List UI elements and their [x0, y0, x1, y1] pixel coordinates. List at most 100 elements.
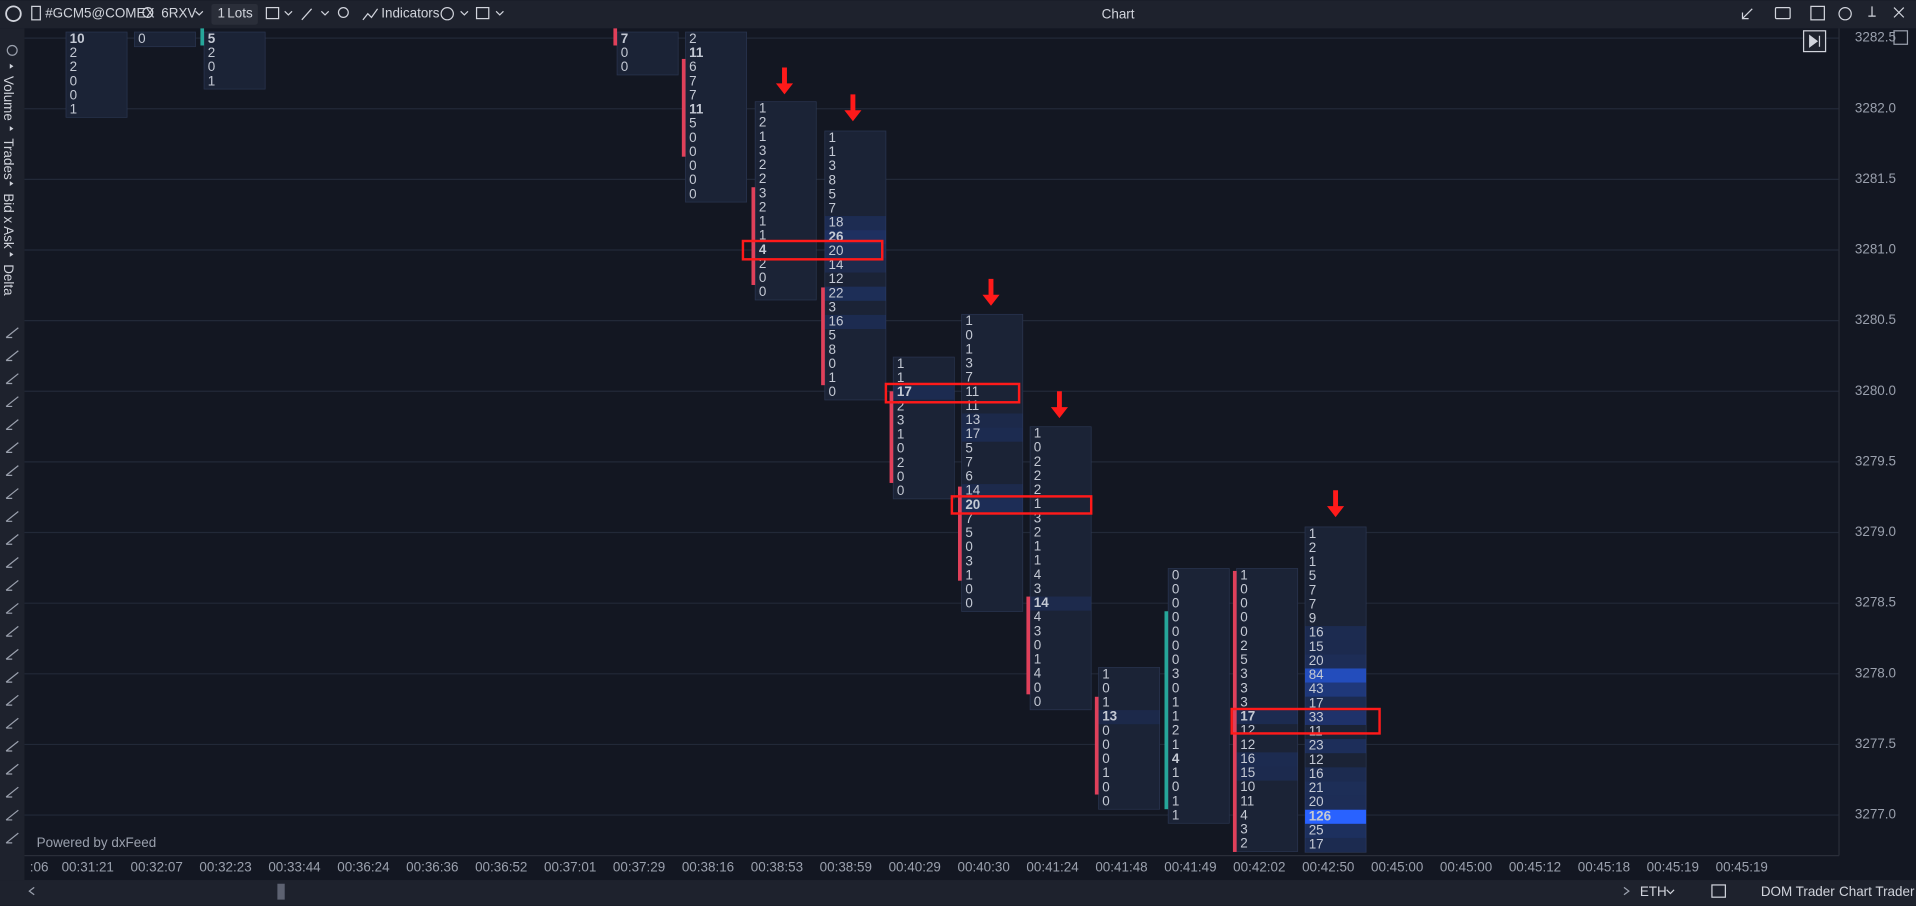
chart-type-icon[interactable] [265, 6, 280, 20]
layout-icon[interactable] [475, 6, 490, 20]
account[interactable]: 6RXV [161, 5, 196, 20]
sidebar-tab[interactable]: Delta [1, 264, 16, 296]
drawing-tool[interactable] [5, 556, 19, 568]
screenshot-icon[interactable] [1774, 6, 1791, 20]
settings-tool[interactable] [6, 44, 18, 56]
column-body [824, 130, 887, 401]
drawing-tool[interactable] [5, 809, 19, 821]
volume-cell: 1 [759, 101, 766, 116]
arrow [775, 67, 794, 95]
add-icon[interactable] [440, 6, 454, 21]
footprint-column: 700 [613, 28, 679, 76]
indicators-icon[interactable] [362, 8, 379, 21]
volume-cell: 7 [689, 87, 696, 102]
volume-cell: 1 [1172, 765, 1179, 780]
drawing-tool[interactable] [5, 350, 19, 362]
time-label: 00:41:24 [1026, 859, 1079, 874]
indicators[interactable]: Indicators [381, 5, 440, 20]
volume-cell: 1 [1240, 567, 1247, 582]
time-axis: :06 00:31:21 00:32:07 00:32:23 00:33:44 00:36… [30, 859, 1768, 874]
drawing-tool[interactable] [5, 488, 19, 499]
drawing-tool[interactable] [5, 625, 19, 637]
drawing-tool[interactable] [5, 511, 19, 522]
volume-shade [1305, 809, 1367, 824]
drawing-tool[interactable] [5, 694, 19, 706]
session[interactable]: ETH [1640, 884, 1667, 899]
sidebar-tab[interactable]: Bid x Ask [1, 193, 16, 249]
volume-cell: 1 [1172, 737, 1179, 752]
volume-shade [961, 484, 1023, 499]
volume-cell: 17 [1309, 695, 1324, 710]
tab-arrow[interactable] [9, 126, 14, 132]
scroll-right[interactable] [1623, 886, 1630, 896]
sidebar-tab[interactable]: Trades [1, 138, 16, 180]
volume-cell: 1 [897, 370, 904, 385]
drawing-tool[interactable] [5, 396, 19, 408]
dropdown-icon[interactable] [284, 10, 293, 16]
volume-cell: 0 [1034, 680, 1041, 695]
draw-icon[interactable] [301, 8, 313, 21]
drawing-tool[interactable] [5, 419, 19, 431]
axis-settings-icon[interactable] [1893, 30, 1909, 45]
volume-cell: 3 [897, 412, 904, 427]
volume-cell: 0 [965, 582, 972, 597]
column-body [616, 31, 679, 76]
volume-cell: 13 [965, 412, 980, 427]
volume-cell: 3 [1034, 581, 1041, 596]
quantity-box[interactable] [211, 3, 258, 25]
chart-trader-button[interactable]: Chart Trader [1839, 884, 1915, 899]
volume-cell: 3 [1034, 623, 1041, 638]
dom-trader-button[interactable]: DOM Trader [1761, 884, 1835, 899]
drawing-tool[interactable] [5, 786, 19, 798]
drawing-tool[interactable] [5, 717, 19, 729]
pin-icon[interactable] [1868, 6, 1876, 17]
volume-cell: 3 [1240, 666, 1247, 681]
dropdown-icon[interactable] [320, 10, 330, 16]
drawing-tool[interactable] [5, 602, 19, 614]
volume-cell: 1 [759, 214, 766, 229]
volume-cell: 1 [1172, 807, 1179, 822]
fullscreen-icon[interactable] [1810, 5, 1825, 21]
drawing-tool[interactable] [5, 442, 19, 453]
drawing-tool[interactable] [5, 465, 19, 476]
zoom-icon[interactable] [337, 6, 349, 18]
volume-cell: 15 [1309, 639, 1324, 654]
drawing-tool[interactable] [5, 671, 19, 683]
scroll-left[interactable] [28, 886, 35, 896]
volume-cell: 2 [70, 45, 77, 60]
dropdown-icon[interactable] [460, 10, 469, 16]
close-icon[interactable] [1893, 7, 1905, 18]
search-icon[interactable] [142, 6, 154, 18]
volume-cell: 3 [1240, 680, 1247, 695]
volume-cell: 1 [208, 73, 215, 88]
tab-arrow[interactable] [9, 63, 14, 69]
drawing-tool[interactable] [5, 579, 19, 591]
tab-arrow[interactable] [9, 251, 14, 257]
scroll-thumb[interactable] [277, 883, 285, 900]
drawing-tool[interactable] [5, 373, 19, 385]
volume-cell: 0 [1240, 596, 1247, 611]
scroll-to-end-icon[interactable] [1809, 34, 1821, 48]
price-label: 3279.5 [1855, 453, 1896, 468]
calendar-icon[interactable] [1711, 884, 1726, 898]
volume-cell: 11 [965, 384, 979, 399]
sync-icon[interactable] [1741, 8, 1753, 20]
dropdown-icon[interactable] [195, 10, 204, 16]
toolbar [0, 0, 1916, 29]
settings-icon[interactable] [1838, 6, 1852, 21]
drawing-tool[interactable] [5, 327, 19, 339]
drawing-tool[interactable] [5, 763, 19, 775]
dropdown-icon[interactable] [1666, 889, 1675, 895]
dropdown-icon[interactable] [495, 10, 504, 16]
sidebar-tab[interactable]: Volume [1, 76, 16, 121]
symbol[interactable]: #GCM5@COMEX [45, 5, 154, 20]
drawing-tool[interactable] [5, 534, 19, 545]
quantity[interactable]: 1 [218, 5, 225, 20]
tab-arrow[interactable] [9, 181, 14, 187]
volume-cell: 11 [1240, 793, 1254, 808]
drawing-tool[interactable] [5, 740, 19, 752]
drawing-tool[interactable] [5, 648, 19, 660]
volume-cell: 5 [965, 440, 972, 455]
drawing-tool[interactable] [5, 832, 19, 844]
column-body [1029, 426, 1092, 711]
